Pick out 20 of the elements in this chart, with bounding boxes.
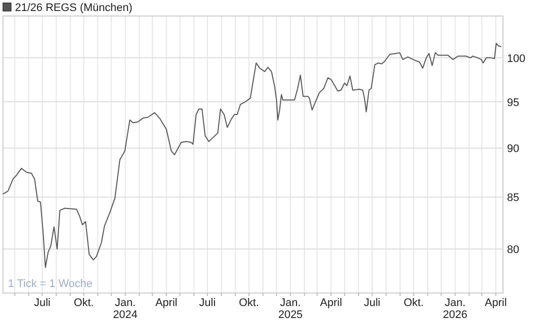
x-tick-label: Juli xyxy=(199,297,216,309)
legend-label: 21/26 REGS (München) xyxy=(15,2,132,14)
y-tick-label: 80 xyxy=(507,244,520,256)
x-tick-label: April xyxy=(484,297,507,309)
y-tick-label: 85 xyxy=(507,192,520,204)
y-tick-label: 90 xyxy=(507,143,520,156)
y-tick-label: 95 xyxy=(507,96,520,109)
x-tick-label: Okt. xyxy=(238,297,260,309)
line-series xyxy=(2,42,502,268)
x-tick-label: Okt. xyxy=(404,297,424,309)
y-tick-label: 100 xyxy=(507,52,526,65)
x-tick-label: Jan. 2025 xyxy=(278,297,303,321)
annotation: 1 Tick = 1 Woche xyxy=(8,278,92,290)
x-tick-label: April xyxy=(320,297,342,309)
x-tick-label: Jan. 2024 xyxy=(113,297,138,321)
x-tick-label: Juli xyxy=(34,297,51,309)
x-tick-label: Juli xyxy=(364,297,380,309)
x-tick-label: April xyxy=(155,297,178,309)
x-tick-label: Jan. 2026 xyxy=(442,297,468,321)
x-tick-label: Okt. xyxy=(74,297,94,309)
